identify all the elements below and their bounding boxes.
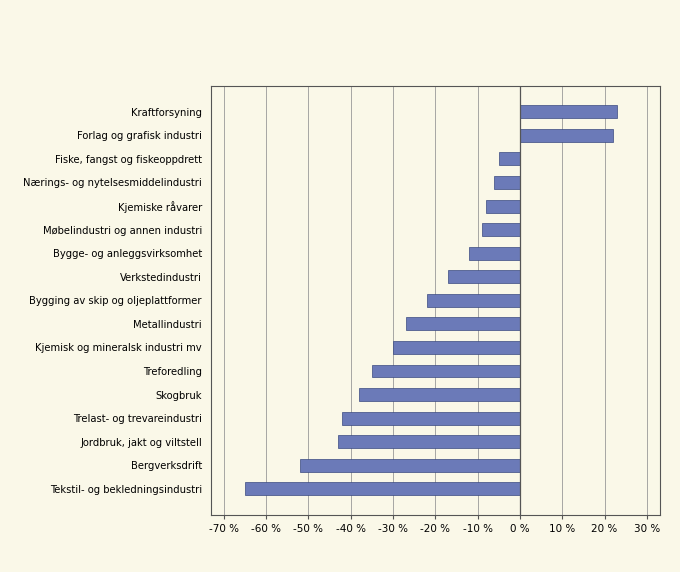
Bar	[520, 105, 617, 118]
Bar	[338, 435, 520, 448]
Bar	[494, 176, 520, 189]
Bar	[520, 129, 613, 142]
Bar	[300, 459, 520, 472]
Bar	[448, 270, 520, 283]
Bar	[245, 482, 520, 495]
Bar	[359, 388, 520, 401]
Bar	[393, 341, 520, 354]
Bar	[427, 294, 520, 307]
Bar	[486, 200, 520, 213]
Bar	[469, 247, 520, 260]
Bar	[481, 223, 520, 236]
Bar	[372, 364, 520, 378]
Bar	[342, 412, 520, 424]
Bar	[498, 152, 520, 165]
Bar	[405, 317, 520, 331]
